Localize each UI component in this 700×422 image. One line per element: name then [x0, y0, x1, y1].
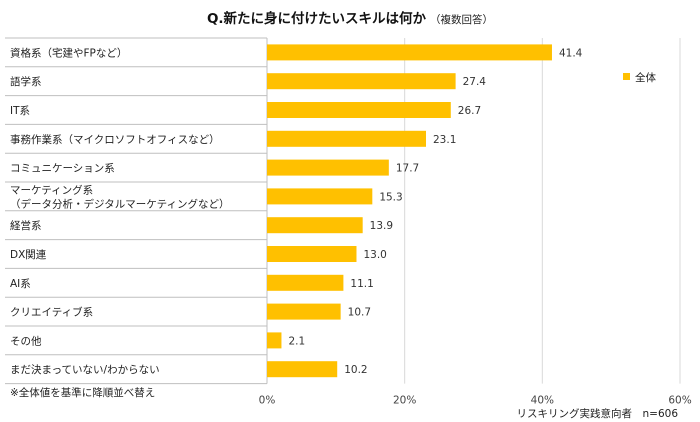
- bar: [267, 332, 282, 349]
- bar: [267, 102, 451, 118]
- x-tick-label: 40%: [531, 395, 554, 407]
- x-tick-label: 20%: [393, 395, 416, 407]
- bar-value-label: 23.1: [433, 134, 456, 146]
- bar-value-label: 41.4: [559, 47, 583, 59]
- category-label: 経営系: [10, 219, 42, 232]
- bar: [267, 188, 373, 205]
- bar: [267, 217, 363, 234]
- bar: [267, 130, 427, 147]
- bar-value-label: 15.3: [379, 191, 402, 203]
- sample-size-note: リスキリング実践意向者 n=606: [516, 408, 679, 420]
- bar-value-label: 11.1: [350, 278, 373, 290]
- chart-title-block: Q.新たに身に付けたいスキルは何か （複数回答）: [0, 7, 700, 27]
- category-label: マーケティング系: [10, 183, 93, 196]
- bar: [267, 246, 357, 262]
- bar-value-label: 27.4: [463, 76, 487, 88]
- chart-title: Q.新たに身に付けたいスキルは何か: [206, 11, 427, 27]
- category-label: 事務作業系（マイクロソフトオフィスなど）: [10, 133, 220, 146]
- category-label: DX関連: [10, 248, 47, 261]
- category-label: その他: [10, 334, 42, 347]
- bar: [267, 361, 338, 378]
- x-tick-label: 0%: [259, 395, 276, 407]
- bar-value-label: 10.7: [348, 307, 371, 319]
- bar: [267, 303, 341, 320]
- category-label: まだ決まっていない/わからない: [10, 364, 160, 376]
- x-tick-label: 60%: [668, 395, 691, 407]
- category-label: IT系: [10, 105, 30, 117]
- category-label: （データ分析・デジタルマーケティングなど）: [10, 197, 229, 210]
- category-label: クリエイティブ系: [10, 306, 93, 319]
- bar: [267, 159, 389, 176]
- legend-swatch: [623, 73, 630, 80]
- bar-value-label: 2.1: [288, 335, 305, 347]
- chart-subtitle: （複数回答）: [430, 14, 494, 26]
- bar-value-label: 26.7: [458, 105, 481, 117]
- bar-value-label: 13.9: [370, 220, 393, 232]
- sort-note: ※全体値を基準に降順並べ替え: [10, 387, 156, 399]
- legend-label: 全体: [635, 71, 656, 84]
- bar: [267, 44, 552, 61]
- category-label: AI系: [10, 278, 31, 290]
- bar: [267, 73, 456, 90]
- bar-value-label: 13.0: [363, 249, 386, 261]
- bar-value-label: 17.7: [396, 163, 419, 175]
- bar-value-label: 10.2: [344, 364, 367, 376]
- category-label: 資格系（宅建やFPなど）: [10, 46, 127, 59]
- category-label: 語学系: [10, 75, 42, 88]
- bar: [267, 274, 344, 291]
- category-label: コミュニケーション系: [10, 163, 115, 175]
